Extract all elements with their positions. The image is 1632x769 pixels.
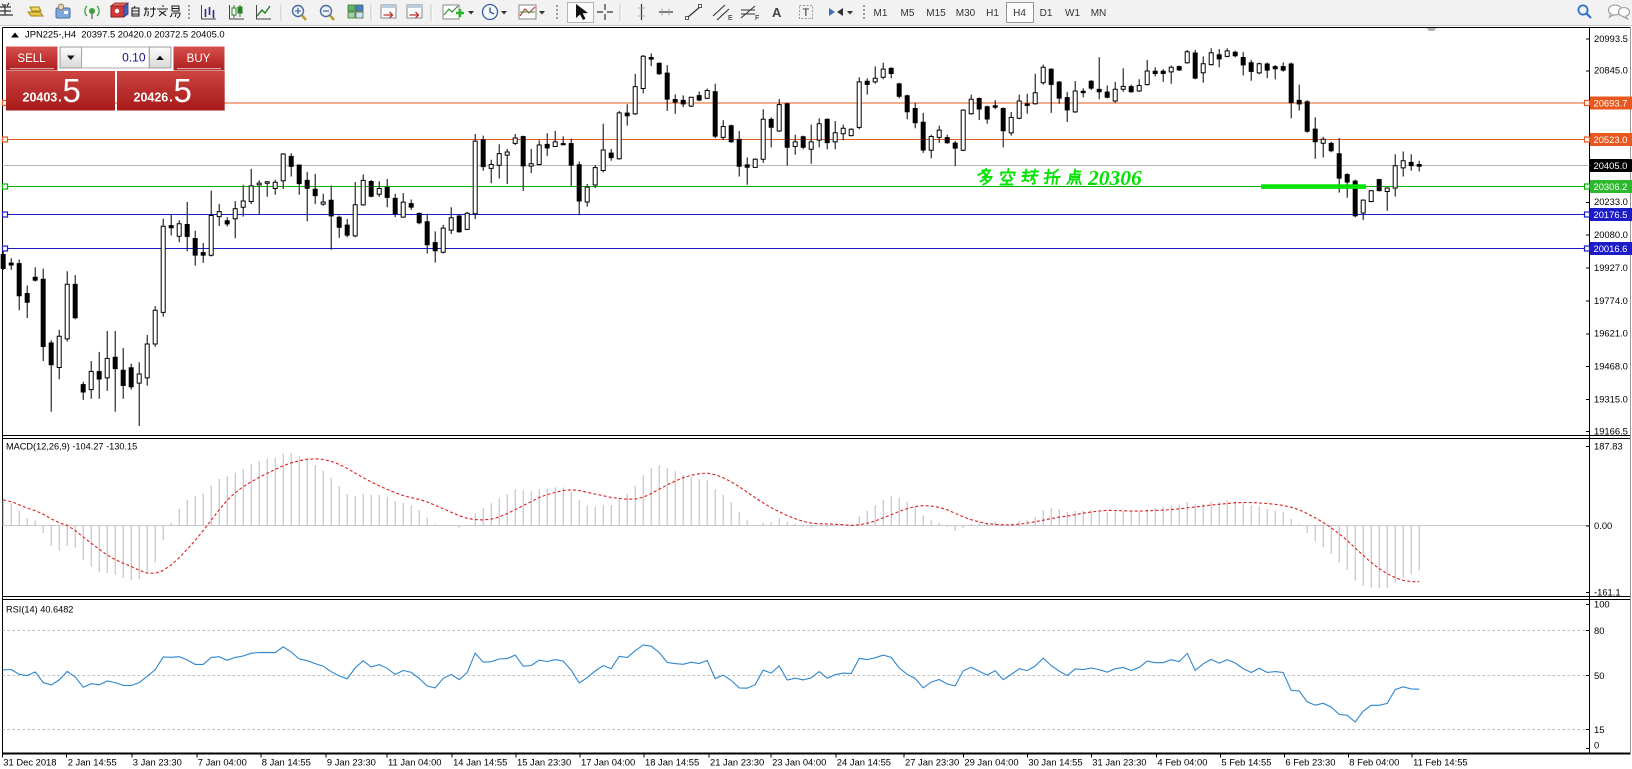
svg-text:H1: H1: [986, 8, 999, 19]
svg-text:19774.0: 19774.0: [1594, 295, 1628, 306]
svg-text:SELL: SELL: [17, 53, 46, 65]
svg-text:20080.0: 20080.0: [1594, 229, 1628, 240]
svg-text:.: .: [169, 89, 173, 105]
svg-text:20426: 20426: [134, 91, 169, 105]
svg-text:20845.0: 20845.0: [1594, 65, 1628, 76]
svg-text:20233.0: 20233.0: [1594, 196, 1628, 207]
svg-text:14 Jan 14:55: 14 Jan 14:55: [453, 757, 507, 768]
svg-text:20306: 20306: [1087, 166, 1142, 190]
svg-text:3 Jan 23:30: 3 Jan 23:30: [133, 757, 182, 768]
svg-text:9 Jan 23:30: 9 Jan 23:30: [327, 757, 376, 768]
svg-text:2 Jan 14:55: 2 Jan 14:55: [68, 757, 117, 768]
svg-text:D1: D1: [1040, 8, 1053, 19]
svg-text:RSI(14) 40.6482: RSI(14) 40.6482: [6, 605, 73, 615]
svg-text:23 Jan 04:00: 23 Jan 04:00: [772, 757, 826, 768]
svg-text:M15: M15: [926, 8, 946, 19]
svg-text:19315.0: 19315.0: [1594, 394, 1628, 405]
svg-text:11 Feb 14:55: 11 Feb 14:55: [1413, 757, 1468, 768]
svg-text:-161.1: -161.1: [1594, 586, 1621, 597]
svg-text:15 Jan 23:30: 15 Jan 23:30: [517, 757, 571, 768]
svg-text:8 Jan 14:55: 8 Jan 14:55: [262, 757, 311, 768]
svg-text:4 Feb 04:00: 4 Feb 04:00: [1157, 757, 1207, 768]
svg-text:27 Jan 23:30: 27 Jan 23:30: [905, 757, 959, 768]
svg-text:F: F: [755, 15, 759, 22]
svg-text:20403: 20403: [23, 91, 58, 105]
svg-text:31 Jan 23:30: 31 Jan 23:30: [1092, 757, 1146, 768]
svg-text:T: T: [803, 7, 810, 19]
svg-text:7 Jan 04:00: 7 Jan 04:00: [198, 757, 247, 768]
svg-text:0.10: 0.10: [122, 51, 146, 65]
svg-text:24 Jan 14:55: 24 Jan 14:55: [837, 757, 891, 768]
svg-text:W1: W1: [1065, 8, 1080, 19]
svg-text:19468.0: 19468.0: [1594, 361, 1628, 372]
svg-text:M1: M1: [874, 8, 888, 19]
svg-text:11 Jan 04:00: 11 Jan 04:00: [388, 757, 442, 768]
svg-text:20523.0: 20523.0: [1594, 134, 1628, 145]
svg-text:20306.2: 20306.2: [1594, 181, 1628, 192]
svg-text:MN: MN: [1091, 8, 1107, 19]
svg-text:20016.6: 20016.6: [1594, 243, 1628, 254]
svg-text:5: 5: [63, 72, 81, 109]
svg-text:15: 15: [1594, 724, 1604, 735]
svg-text:A: A: [772, 5, 782, 20]
svg-text:20176.5: 20176.5: [1594, 209, 1628, 220]
svg-text:20405.0: 20405.0: [1594, 160, 1628, 171]
svg-text:0: 0: [1594, 740, 1599, 751]
svg-text:19621.0: 19621.0: [1594, 328, 1628, 339]
svg-text:20693.7: 20693.7: [1594, 97, 1628, 108]
svg-text:.: .: [58, 89, 62, 105]
svg-text:18 Jan 14:55: 18 Jan 14:55: [645, 757, 699, 768]
svg-text:187.83: 187.83: [1594, 441, 1623, 452]
svg-text:M30: M30: [956, 8, 976, 19]
svg-text:17 Jan 04:00: 17 Jan 04:00: [581, 757, 635, 768]
svg-text:MACD(12,26,9) -104.27 -130.15: MACD(12,26,9) -104.27 -130.15: [6, 442, 137, 452]
svg-text:19166.5: 19166.5: [1594, 425, 1628, 436]
svg-text:JPN225-,H4 20397.5 20420.0 20: JPN225-,H4 20397.5 20420.0 20372.5 20405…: [25, 29, 225, 40]
svg-text:M5: M5: [901, 8, 915, 19]
svg-text:6 Feb 23:30: 6 Feb 23:30: [1285, 757, 1335, 768]
svg-text:BUY: BUY: [187, 53, 211, 65]
svg-text:8 Feb 04:00: 8 Feb 04:00: [1349, 757, 1399, 768]
svg-text:H4: H4: [1013, 8, 1026, 19]
svg-text:100: 100: [1594, 599, 1610, 610]
svg-text:29 Jan 04:00: 29 Jan 04:00: [964, 757, 1018, 768]
svg-text:19927.0: 19927.0: [1594, 262, 1628, 273]
svg-text:E: E: [728, 15, 733, 22]
svg-text:80: 80: [1594, 625, 1604, 636]
svg-text:21 Jan 23:30: 21 Jan 23:30: [710, 757, 764, 768]
svg-text:0.00: 0.00: [1594, 520, 1612, 531]
svg-text:5 Feb 14:55: 5 Feb 14:55: [1221, 757, 1271, 768]
svg-text:5: 5: [174, 72, 192, 109]
svg-text:20993.5: 20993.5: [1594, 33, 1628, 44]
svg-text:50: 50: [1594, 670, 1604, 681]
svg-text:31 Dec 2018: 31 Dec 2018: [3, 757, 56, 768]
svg-text:30 Jan 14:55: 30 Jan 14:55: [1028, 757, 1082, 768]
